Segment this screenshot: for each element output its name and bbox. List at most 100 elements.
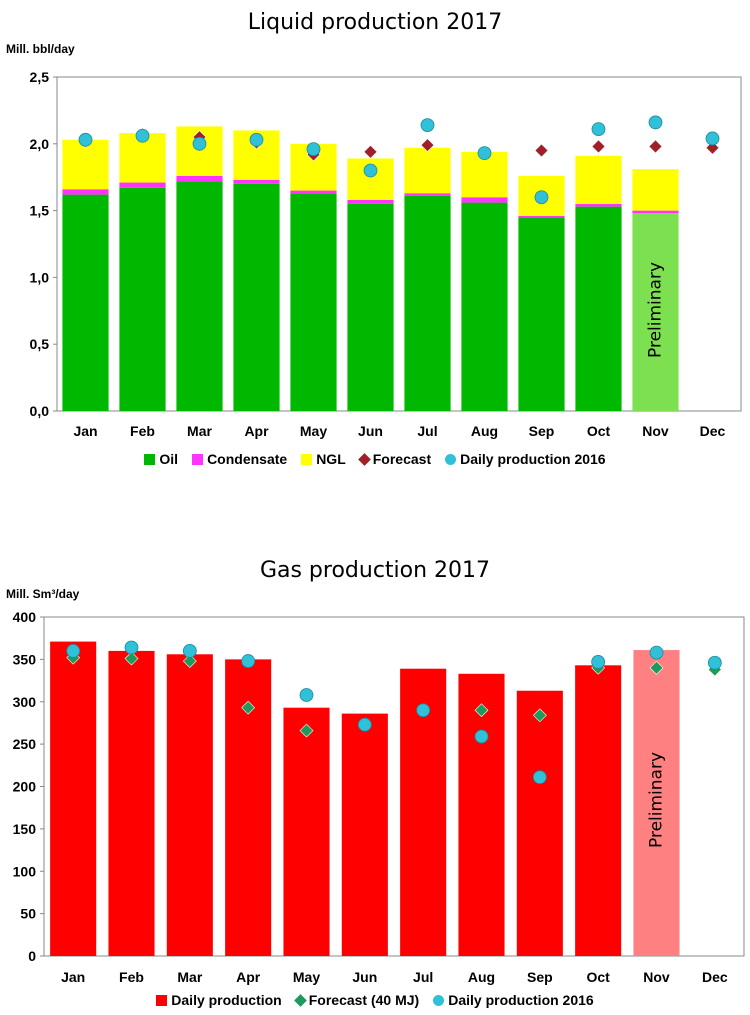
legend-label: Daily production (171, 992, 282, 1008)
y-tick-label: 350 (13, 651, 37, 667)
marker-forecast-40-mj-apr (241, 700, 256, 715)
legend-swatch-daily-production (156, 994, 168, 1006)
bar-ngl-nov (632, 169, 679, 211)
y-tick-label: 1,0 (30, 269, 50, 285)
marker-daily-production-2016-feb (124, 640, 139, 655)
bar-condensate-jun (347, 199, 394, 204)
y-tick-label: 250 (13, 736, 37, 752)
marker-daily-production-2016-aug (477, 146, 492, 161)
x-tick-label: Aug (468, 969, 495, 985)
legend-item-oil: Oil (144, 451, 178, 467)
x-tick-label: Oct (587, 423, 611, 439)
legend-label: Daily production 2016 (448, 992, 594, 1008)
gas-chart-plot: 0 50 100 150 200 250 300 350 400 Jan Feb Mar Apr May J… (13, 609, 745, 985)
marker-daily-production-2016-mar (192, 136, 207, 151)
bar-oil-sep (518, 217, 565, 411)
x-tick-label: Nov (643, 969, 670, 985)
x-tick-label: Jun (352, 969, 377, 985)
x-tick-label: Nov (642, 423, 669, 439)
liquid-chart-plot: 0,0 0,5 1,0 1,5 2,0 2,5 Jan Feb Mar Apr May Jun Jul A… (30, 69, 742, 439)
bar-ngl-jul (404, 147, 451, 194)
bar-oil-nov (632, 213, 679, 411)
bar-daily-production-may (283, 707, 330, 956)
marker-daily-production-2016-dec (707, 655, 722, 670)
legend-swatch-condensate (192, 453, 204, 465)
chart-legend: Daily production Forecast (40 MJ) Daily pr… (0, 992, 750, 1008)
marker-forecast-jun (363, 144, 378, 159)
x-tick-label: Dec (702, 969, 728, 985)
y-tick-label: 300 (13, 694, 37, 710)
marker-forecast-40-mj-feb (124, 651, 139, 666)
legend-label: Oil (159, 451, 179, 467)
x-tick-label: Jan (73, 423, 97, 439)
y-axis-unit-label: Mill. bbl/day (6, 42, 75, 56)
y-tick-label: 400 (13, 609, 37, 625)
bar-oil-may (290, 193, 337, 411)
legend-swatch-oil (144, 453, 156, 465)
legend-item-daily-production: Daily production (156, 992, 282, 1008)
y-tick-label: 2,0 (30, 136, 50, 152)
legend-label: Daily production 2016 (460, 451, 606, 467)
x-tick-label: Apr (236, 969, 261, 985)
marker-daily-production-2016-mar (182, 644, 197, 658)
plot-area-frame (56, 76, 742, 412)
chart-legend: Oil Condensate NGL Forecast Daily production… (0, 451, 750, 467)
marker-forecast-40-mj-sep (532, 708, 547, 723)
y-tick-label: 0,0 (30, 403, 50, 419)
marker-forecast-dec (705, 140, 720, 155)
legend-label: Condensate (207, 451, 288, 467)
marker-daily-production-2016-jul (416, 703, 431, 718)
marker-forecast-40-mj-nov (649, 660, 664, 675)
x-tick-label: Sep (527, 969, 553, 985)
bar-daily-production-feb (108, 650, 155, 956)
marker-daily-production-2016-apr (249, 132, 264, 147)
bar-oil-oct (575, 206, 622, 411)
x-tick-label: Jul (417, 423, 437, 439)
x-tick-label: Feb (130, 423, 155, 439)
marker-daily-production-2016-nov (649, 645, 664, 660)
bar-condensate-jul (404, 193, 451, 196)
x-tick-label: Apr (244, 423, 269, 439)
bar-oil-jun (347, 203, 394, 411)
bar-condensate-nov (632, 210, 679, 214)
bar-oil-jul (404, 195, 451, 411)
x-tick-label: Jul (413, 969, 433, 985)
bar-oil-mar (176, 181, 223, 411)
x-tick-label: Mar (187, 423, 212, 439)
legend-item-ngl: NGL (301, 451, 346, 467)
bar-condensate-jan (62, 189, 109, 195)
legend-item-daily-production-2016: Daily production 2016 (445, 451, 606, 467)
legend-label: Forecast (40 MJ) (308, 992, 420, 1008)
marker-forecast-40-mj-mar (182, 654, 197, 668)
marker-daily-production-2016-jun (357, 717, 372, 732)
bar-daily-production-sep (516, 690, 563, 956)
marker-daily-production-2016-may (306, 142, 321, 157)
y-tick-label: 150 (13, 821, 37, 837)
marker-daily-production-2016-nov (648, 115, 663, 130)
x-tick-label: May (293, 969, 320, 985)
legend-item-daily-production-2016: Daily production 2016 (433, 992, 594, 1008)
marker-forecast-jul (420, 138, 435, 153)
legend-swatch-forecast (357, 452, 371, 466)
marker-forecast-nov (648, 139, 663, 154)
y-tick-label: 200 (13, 779, 37, 795)
legend-item-condensate: Condensate (192, 451, 287, 467)
liquid-production-chart: Liquid production 2017 Mill. bbl/day 0,0… (0, 0, 750, 480)
marker-forecast-40-mj-aug (474, 703, 489, 718)
bar-daily-production-oct (575, 665, 622, 956)
marker-daily-production-2016-sep (534, 190, 549, 205)
bar-condensate-feb (119, 182, 166, 188)
legend-item-forecast: Forecast (357, 451, 431, 467)
legend-swatch-daily-production-2016 (433, 994, 445, 1006)
bar-daily-production-mar (166, 654, 213, 956)
legend-swatch-forecast-40-mj (293, 993, 307, 1007)
marker-daily-production-2016-dec (705, 131, 720, 146)
chart-title: Gas production 2017 (259, 558, 491, 583)
legend-swatch-daily-production-2016 (445, 453, 457, 465)
bar-daily-production-jun (341, 713, 388, 956)
x-tick-label: Jan (61, 969, 85, 985)
marker-daily-production-2016-jul (420, 118, 435, 132)
marker-daily-production-2016-sep (532, 770, 547, 785)
bar-condensate-mar (176, 175, 223, 182)
marker-daily-production-2016-apr (241, 654, 256, 668)
